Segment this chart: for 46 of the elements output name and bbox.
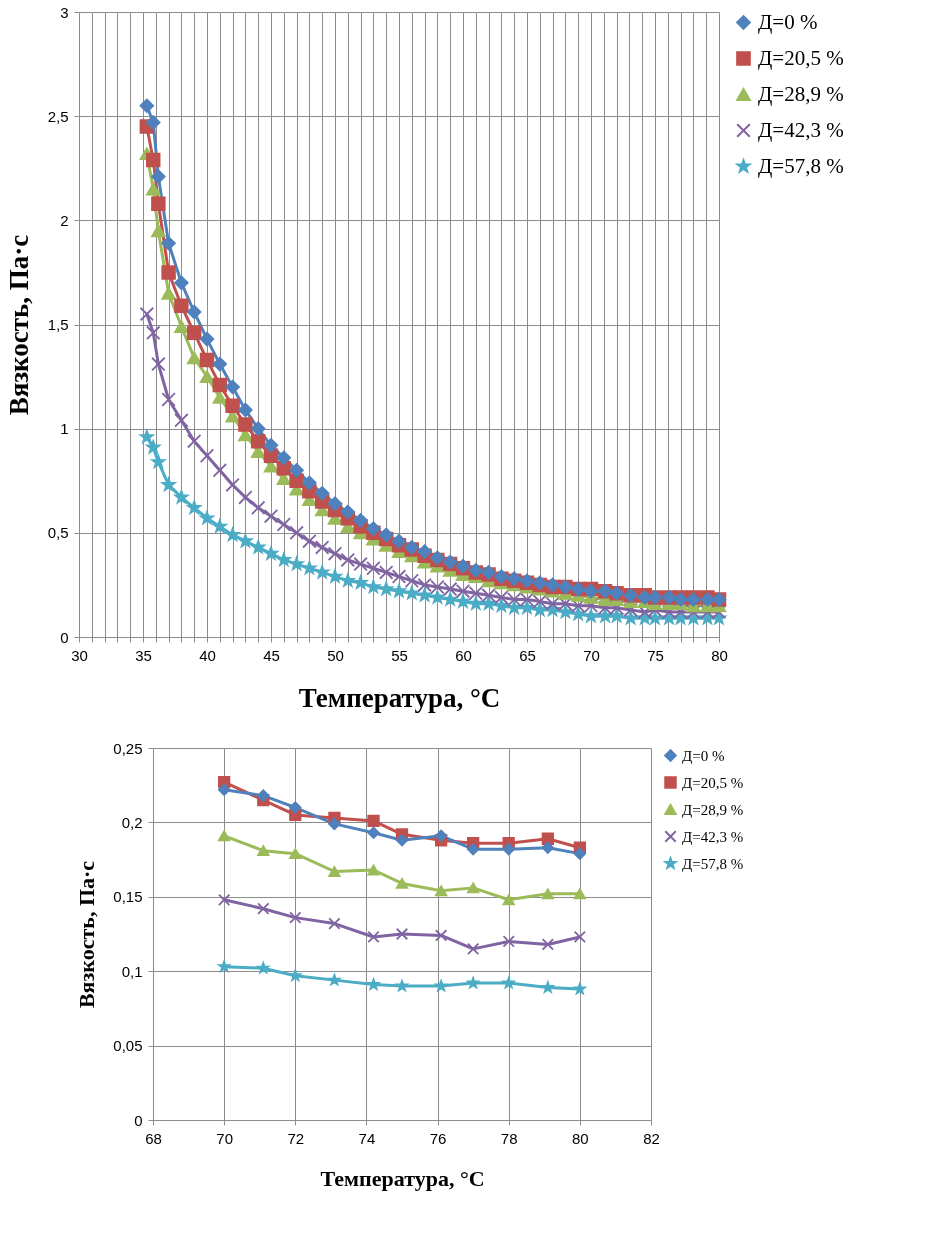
y-tick-label: 0,1 xyxy=(121,962,143,980)
x-tick-label: 30 xyxy=(71,646,88,664)
legend-label: Д=28,9 % xyxy=(682,801,744,818)
y-tick-label: 2 xyxy=(60,211,69,229)
y-tick-label: 2,5 xyxy=(47,107,69,125)
x-tick-label: 72 xyxy=(287,1129,305,1147)
x-tick-label: 75 xyxy=(647,646,664,664)
x-tick-label: 80 xyxy=(572,1129,589,1147)
legend-label: Д=42,3 % xyxy=(682,828,744,845)
x-tick-label: 74 xyxy=(358,1129,376,1147)
x-tick-label: 45 xyxy=(263,646,280,664)
x-tick-label: 68 xyxy=(145,1129,162,1147)
x-tick-label: 55 xyxy=(391,646,408,664)
x-tick-label: 78 xyxy=(500,1129,518,1147)
legend-label: Д=20,5 % xyxy=(682,774,744,791)
x-tick-label: 40 xyxy=(199,646,216,664)
y-tick-label: 0,2 xyxy=(121,813,143,831)
x-tick-label: 60 xyxy=(455,646,472,664)
x-axis-title: Температура, °С xyxy=(320,1165,485,1191)
legend-label: Д=0 % xyxy=(758,9,818,34)
y-tick-label: 0,25 xyxy=(113,739,143,757)
y-tick-label: 3 xyxy=(60,3,69,21)
x-tick-label: 76 xyxy=(429,1129,447,1147)
y-tick-label: 0,15 xyxy=(113,888,143,906)
y-tick-label: 0 xyxy=(134,1111,143,1129)
x-tick-label: 35 xyxy=(135,646,152,664)
x-tick-label: 70 xyxy=(216,1129,233,1147)
y-tick-label: 1 xyxy=(60,420,69,438)
y-axis-title: Вязкость, Па·с xyxy=(3,234,34,416)
legend-label: Д=42,3 % xyxy=(758,117,844,142)
legend-label: Д=57,8 % xyxy=(682,855,744,872)
x-axis-title: Температура, °С xyxy=(298,682,501,713)
y-tick-label: 0,5 xyxy=(47,524,69,542)
x-tick-label: 82 xyxy=(643,1129,660,1147)
legend-label: Д=20,5 % xyxy=(758,45,844,70)
x-tick-label: 70 xyxy=(583,646,600,664)
x-tick-label: 50 xyxy=(327,646,344,664)
legend-label: Д=57,8 % xyxy=(758,153,844,178)
legend-label: Д=28,9 % xyxy=(758,81,844,106)
legend-label: Д=0 % xyxy=(682,747,725,764)
y-tick-label: 0,05 xyxy=(113,1037,143,1055)
x-tick-label: 80 xyxy=(711,646,728,664)
y-tick-label: 0 xyxy=(60,628,69,646)
y-tick-label: 1,5 xyxy=(47,316,69,333)
x-tick-label: 65 xyxy=(519,646,536,664)
y-axis-title: Вязкость, Па·с xyxy=(74,860,100,1009)
